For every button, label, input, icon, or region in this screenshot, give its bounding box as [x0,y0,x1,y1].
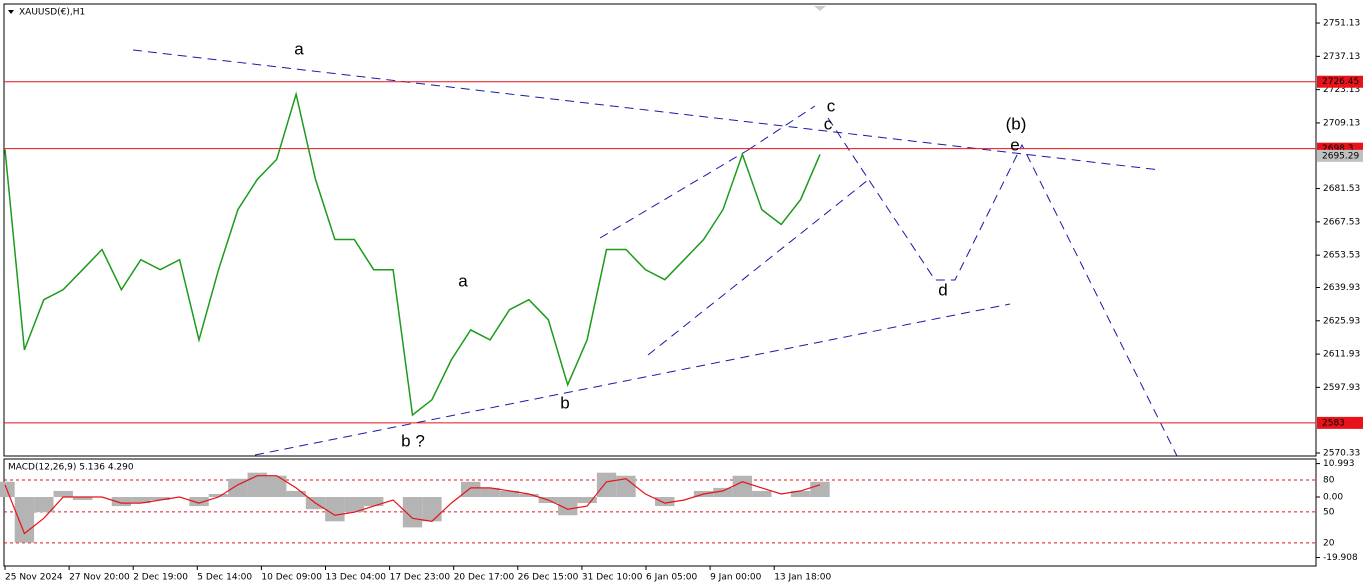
price-line [4,91,821,417]
macd-bar [208,493,229,497]
x-tick-label: 20 Dec 17:00 [454,573,515,583]
x-tick-label: 5 Dec 14:00 [197,573,252,583]
level-tag [1317,416,1363,429]
macd-bar [790,490,811,497]
wave-label: d [938,280,947,299]
trendline [132,49,1161,171]
wave-label: b [560,393,569,412]
macd-bar [189,496,209,507]
macd-bar [14,496,35,543]
macd-bar [422,496,442,522]
y-tick-label: 0.00 [1323,492,1343,502]
macd-bar [732,475,753,497]
macd-bar [558,496,578,516]
macd-bar [53,490,73,497]
y-tick-label: 2709.13 [1323,118,1360,128]
x-tick-label: 2 Dec 19:00 [133,573,188,583]
symbol-title: XAUUSD(€),H1 [19,8,85,18]
level-label: 20 [1323,538,1335,548]
y-tick-label: 2667.53 [1323,217,1360,227]
macd-bar [461,481,481,497]
y-tick-label: 2639.93 [1323,283,1360,293]
menu-arrow[interactable] [8,10,14,14]
macd-bar [228,478,248,497]
x-tick-label: 13 Dec 04:00 [326,573,387,583]
y-tick-label: 2723.13 [1323,85,1360,95]
macd-bar [131,496,151,504]
macd-bar [402,496,423,528]
wave-label: a [294,39,304,58]
trendline [254,303,1011,456]
macd-bar [344,496,364,513]
y-tick-label: 2625.93 [1323,316,1360,326]
x-tick-label: 17 Dec 23:00 [390,573,451,583]
macd-bar [363,496,384,507]
indicator-frame [3,458,1317,567]
trendlines [132,49,1178,457]
x-tick-label: 31 Dec 10:00 [582,573,643,583]
wave-label: b ? [401,431,425,450]
shift-marker [814,6,826,11]
wave-label: (b) [1006,114,1027,133]
macd-bar [150,496,170,501]
macd-bar [480,487,500,497]
y-tick-label: 2570.33 [1323,449,1360,459]
y-tick-label: 2681.53 [1323,184,1360,194]
wave-label: c [827,96,836,115]
level-tag [1317,149,1363,162]
macd-bar [111,496,132,507]
x-tick-label: 27 Nov 20:00 [69,573,130,583]
y-tick-label: 2653.53 [1323,251,1360,261]
main-frame [3,3,1317,457]
macd-bar [325,496,345,522]
x-tick-label: 9 Jan 00:00 [710,573,762,583]
macd-bar [266,475,287,497]
level-tag [1317,75,1363,88]
macd-bar [713,487,733,497]
trendline [599,149,749,239]
macd-bar [616,475,636,497]
macd-bar [247,472,267,497]
macd-bar [577,496,597,504]
macd-bar [810,481,830,497]
x-tick-label: 6 Jan 05:00 [646,573,698,583]
trendline [747,105,816,151]
level-label: 80 [1323,475,1335,485]
level-label: 2698.3 [1322,144,1354,154]
macd-bar [72,496,93,501]
y-tick-label: 2737.13 [1323,52,1360,62]
level-label: 50 [1323,507,1335,517]
wave-label: a [458,271,468,290]
macd-bar [519,493,539,497]
x-tick-label: 26 Dec 15:00 [518,573,579,583]
macd-bar [34,496,54,513]
y-tick-label: -19.908 [1323,553,1358,563]
level-label: 2695.29 [1322,151,1359,161]
macd-bar [596,472,617,497]
indicator-title: MACD(12,26,9) 5.136 4.290 [8,463,134,473]
y-tick-label: 2611.93 [1323,350,1360,360]
y-tick-label: 2597.93 [1323,383,1360,393]
x-tick-label: 25 Nov 2024 [5,573,63,583]
wave-label: c [824,114,833,133]
macd-bar [752,490,772,497]
projection [827,117,1178,457]
wave-label: e [1010,135,1019,154]
macd-bar [655,496,675,507]
signal-line [4,475,821,535]
macd-bar [286,490,306,497]
y-tick-label: 10.993 [1323,459,1355,469]
x-tick-label: 10 Dec 09:00 [261,573,322,583]
macd-bar [499,490,520,497]
x-tick-label: 13 Jan 18:00 [774,573,831,583]
y-tick-label: 2751.13 [1323,19,1360,29]
level-label: 2726.45 [1322,77,1359,87]
level-label: 2583 [1322,418,1345,428]
trendline [647,179,869,356]
